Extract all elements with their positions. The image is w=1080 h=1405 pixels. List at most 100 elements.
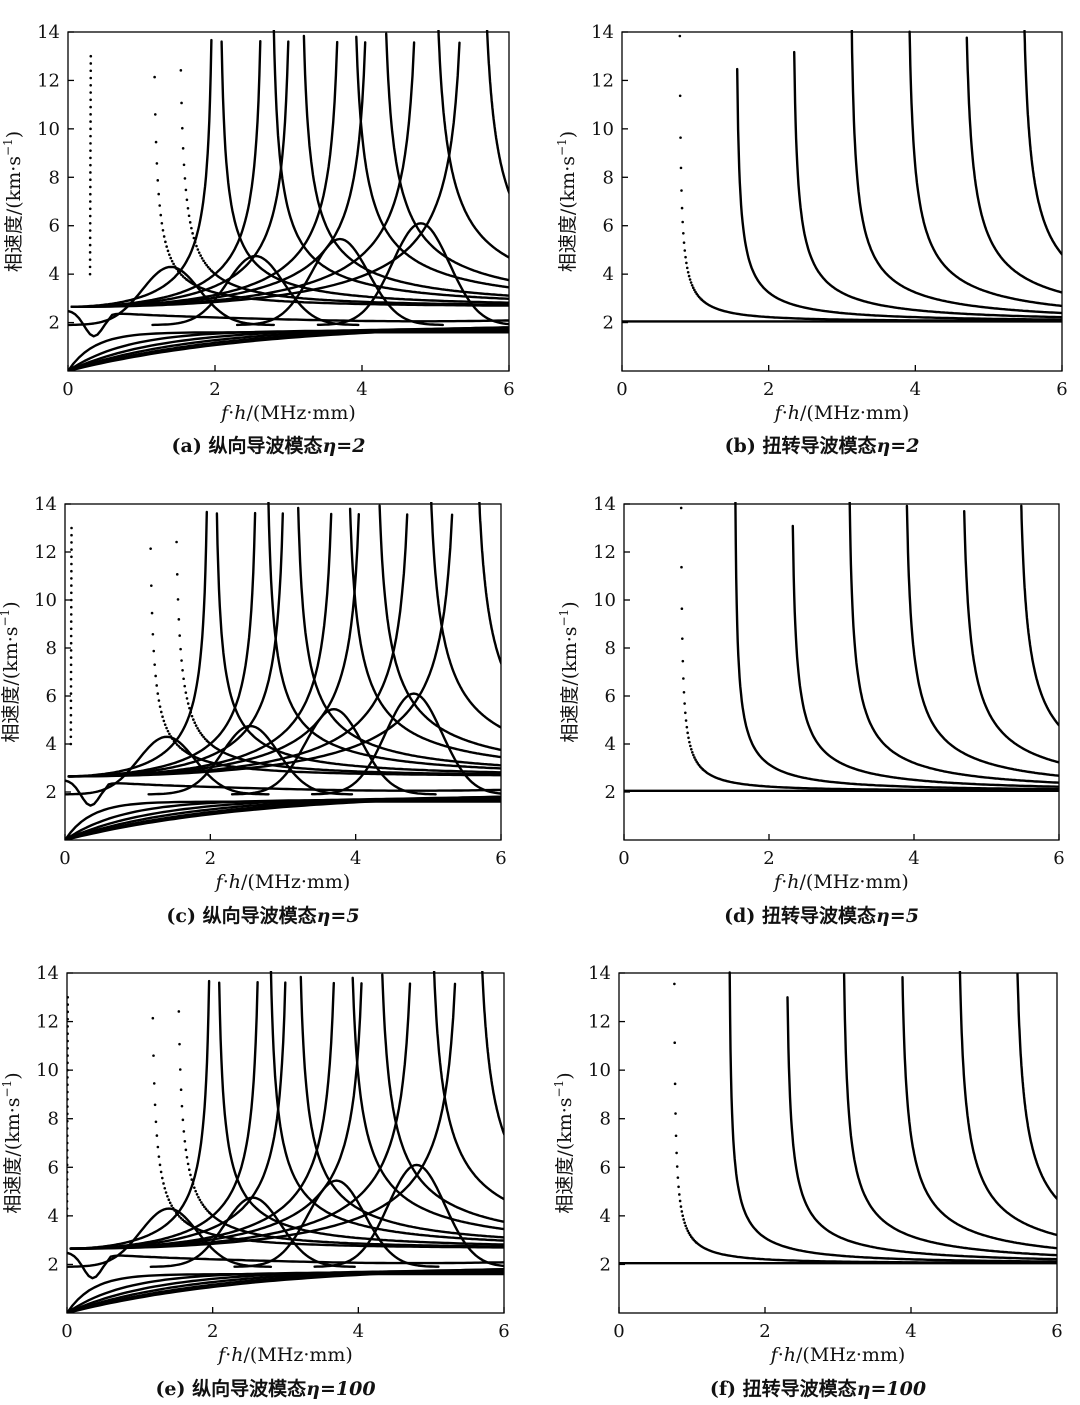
mode-dot [183, 276, 187, 280]
mode-dot [179, 746, 182, 750]
mode-dot [89, 142, 92, 145]
mode-dot [691, 751, 694, 754]
mode-dot [89, 134, 92, 138]
mode-dot [165, 726, 168, 730]
mode-dot [179, 647, 182, 651]
mode-curve [69, 981, 335, 1250]
x-tick-label: 4 [910, 379, 921, 400]
mode-dot [687, 274, 691, 278]
mode-dot [151, 1016, 155, 1020]
mode-dot [166, 1195, 169, 1198]
mode-curve [69, 982, 363, 1250]
y-tick-label: 14 [591, 22, 614, 43]
mode-curve [478, 502, 501, 665]
mode-dot [673, 1041, 677, 1045]
y-tick-label: 2 [600, 1254, 611, 1275]
mode-dot [179, 69, 183, 72]
mode-curve [68, 265, 275, 327]
mode-dot [89, 105, 92, 109]
mode-dot [168, 1201, 172, 1205]
mode-dot [69, 735, 73, 739]
mode-dot [691, 286, 695, 290]
y-tick-label: 14 [37, 22, 60, 43]
y-tick-label: 12 [34, 542, 57, 563]
mode-dot [690, 283, 694, 287]
mode-dot [166, 729, 170, 733]
mode-dot [89, 54, 93, 58]
mode-dot [692, 753, 695, 757]
mode-curve [207, 1211, 504, 1248]
mode-curve [481, 971, 504, 1136]
mode-dot [198, 1198, 202, 1202]
y-axis-label: 相速度/(km·s−1) [555, 131, 579, 272]
mode-dot [679, 166, 683, 170]
mode-dot [88, 214, 92, 218]
mode-dot [200, 256, 204, 260]
mode-dot [678, 1199, 682, 1203]
mode-curve [385, 32, 509, 282]
mode-dot [180, 101, 183, 105]
mode-dot [70, 591, 73, 595]
mode-dot [70, 555, 73, 559]
mode-dot [187, 214, 191, 218]
mode-dot [157, 699, 161, 702]
mode-curve [700, 298, 1062, 323]
mode-curve [65, 795, 501, 840]
mode-dot [88, 229, 92, 232]
mode-dot [70, 533, 73, 537]
mode-dot [164, 240, 167, 244]
mode-dot [69, 634, 73, 638]
mode-dot [190, 714, 194, 718]
mode-dot [162, 1182, 165, 1185]
mode-dot [194, 724, 198, 727]
mode-dot [205, 263, 208, 267]
y-tick-label: 14 [593, 494, 616, 515]
x-tick-label: 2 [205, 848, 216, 869]
mode-curve [65, 779, 501, 807]
mode-dot [685, 261, 688, 265]
mode-dot [69, 728, 73, 731]
mode-dot [195, 244, 198, 248]
mode-dot [69, 627, 73, 631]
mode-curve [69, 982, 457, 1250]
mode-dot [154, 140, 158, 144]
mode-dot [676, 1176, 680, 1179]
mode-dot [89, 127, 92, 131]
mode-dot [88, 236, 92, 240]
mode-dot [89, 62, 93, 65]
mode-dot [190, 226, 193, 230]
mode-dot [70, 562, 73, 566]
mode-dot [159, 1170, 163, 1174]
mode-dot [166, 249, 170, 253]
mode-curve [437, 30, 509, 259]
mode-dot [69, 721, 73, 724]
mode-dot [160, 221, 164, 225]
x-tick-label: 0 [616, 379, 627, 400]
mode-curve [151, 254, 360, 327]
mode-curve [267, 502, 501, 770]
mode-curve [67, 1268, 504, 1313]
mode-dot [177, 1010, 181, 1013]
plot-frame [66, 972, 505, 1314]
y-axis-label: 相速度/(km·s−1) [1, 131, 25, 272]
mode-curve [272, 30, 509, 300]
mode-dot [88, 258, 92, 261]
mode-dot [69, 649, 73, 652]
mode-dot [69, 706, 73, 710]
y-tick-label: 4 [605, 734, 616, 755]
mode-dot [178, 1215, 181, 1218]
mode-dot [156, 1145, 160, 1149]
mode-dot [155, 1134, 159, 1137]
mode-dot [88, 243, 92, 247]
y-tick-label: 12 [588, 1012, 611, 1033]
mode-dot [684, 1224, 687, 1228]
mode-dot [681, 220, 684, 224]
mode-dot [89, 113, 92, 116]
mode-dot [69, 620, 73, 623]
mode-curve [963, 510, 1059, 764]
mode-dot [181, 147, 185, 150]
y-tick-label: 10 [591, 119, 614, 140]
mode-curve [848, 502, 1059, 784]
mode-curve [791, 524, 1059, 788]
